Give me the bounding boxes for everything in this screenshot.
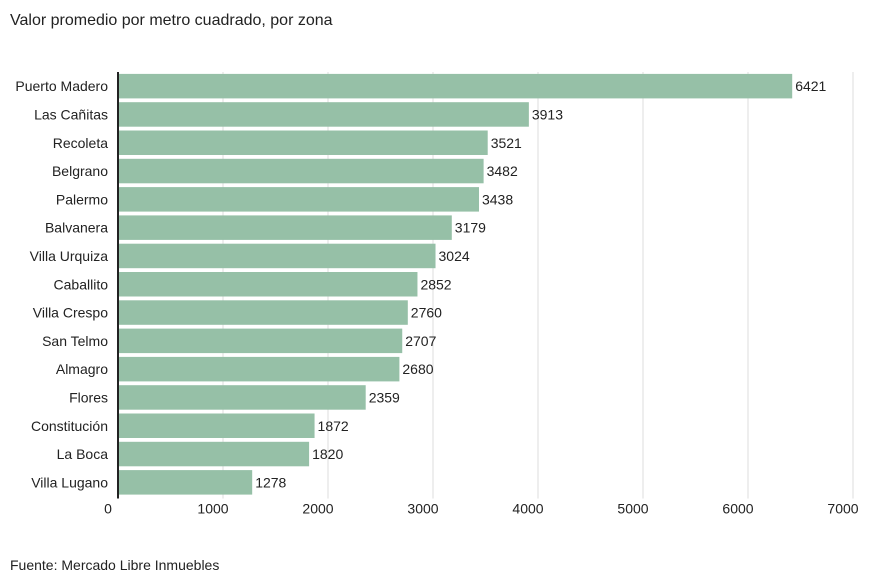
x-tick-label: 2000 [302, 501, 333, 517]
x-tick-label: 7000 [827, 501, 858, 517]
category-label: Balvanera [45, 220, 108, 236]
bar [118, 470, 253, 495]
value-label: 1820 [312, 446, 343, 462]
chart-source: Fuente: Mercado Libre Inmuebles [10, 557, 220, 573]
x-tick-label: 4000 [512, 501, 543, 517]
category-label: Recoleta [53, 135, 108, 151]
bar [118, 328, 403, 354]
value-label: 2760 [411, 305, 442, 321]
category-label: Villa Urquiza [30, 248, 109, 264]
chart-title: Valor promedio por metro cuadrado, por z… [10, 12, 333, 29]
bar [118, 187, 479, 212]
bar [118, 272, 418, 297]
category-label: Puerto Madero [15, 78, 108, 94]
category-label: Villa Crespo [33, 305, 108, 321]
x-tick-label: 5000 [617, 501, 648, 517]
category-label: Constitución [31, 418, 108, 434]
value-label: 3438 [482, 191, 513, 207]
axes: 0 1000 2000 3000 4000 5000 6000 7000 Puerto Made… [15, 72, 859, 517]
value-label: 2707 [405, 333, 436, 349]
value-label: 1872 [318, 418, 349, 434]
value-label: 3179 [455, 220, 486, 236]
value-label: 2852 [420, 276, 451, 292]
x-tick-label: 6000 [722, 501, 753, 517]
category-label: San Telmo [42, 333, 108, 349]
value-label: 3482 [487, 163, 518, 179]
category-label: Las Cañitas [34, 106, 108, 122]
category-label: Belgrano [52, 163, 108, 179]
bar [118, 243, 436, 269]
bar [118, 356, 400, 382]
x-tick-label: 3000 [407, 501, 438, 517]
bar [118, 215, 452, 240]
bar [118, 73, 793, 99]
bar [118, 441, 310, 467]
x-tick-label: 0 [104, 501, 112, 517]
value-label: 1278 [255, 474, 286, 490]
value-label: 2680 [402, 361, 433, 377]
x-tick-label: 1000 [197, 501, 228, 517]
category-label: Caballito [54, 276, 109, 292]
category-label: Almagro [56, 361, 108, 377]
value-label: 2359 [369, 389, 400, 405]
bar [118, 130, 488, 155]
value-label: 6421 [795, 78, 826, 94]
value-label: 3521 [491, 135, 522, 151]
bar [118, 385, 366, 410]
category-label: Villa Lugano [31, 474, 108, 490]
bar [118, 102, 529, 127]
bars [118, 73, 793, 495]
category-label: La Boca [57, 446, 109, 462]
bar [118, 413, 315, 438]
category-label: Palermo [56, 191, 108, 207]
bar [118, 158, 484, 184]
bar [118, 300, 408, 325]
value-label: 3024 [439, 248, 470, 264]
value-label: 3913 [532, 106, 563, 122]
category-label: Flores [69, 389, 108, 405]
